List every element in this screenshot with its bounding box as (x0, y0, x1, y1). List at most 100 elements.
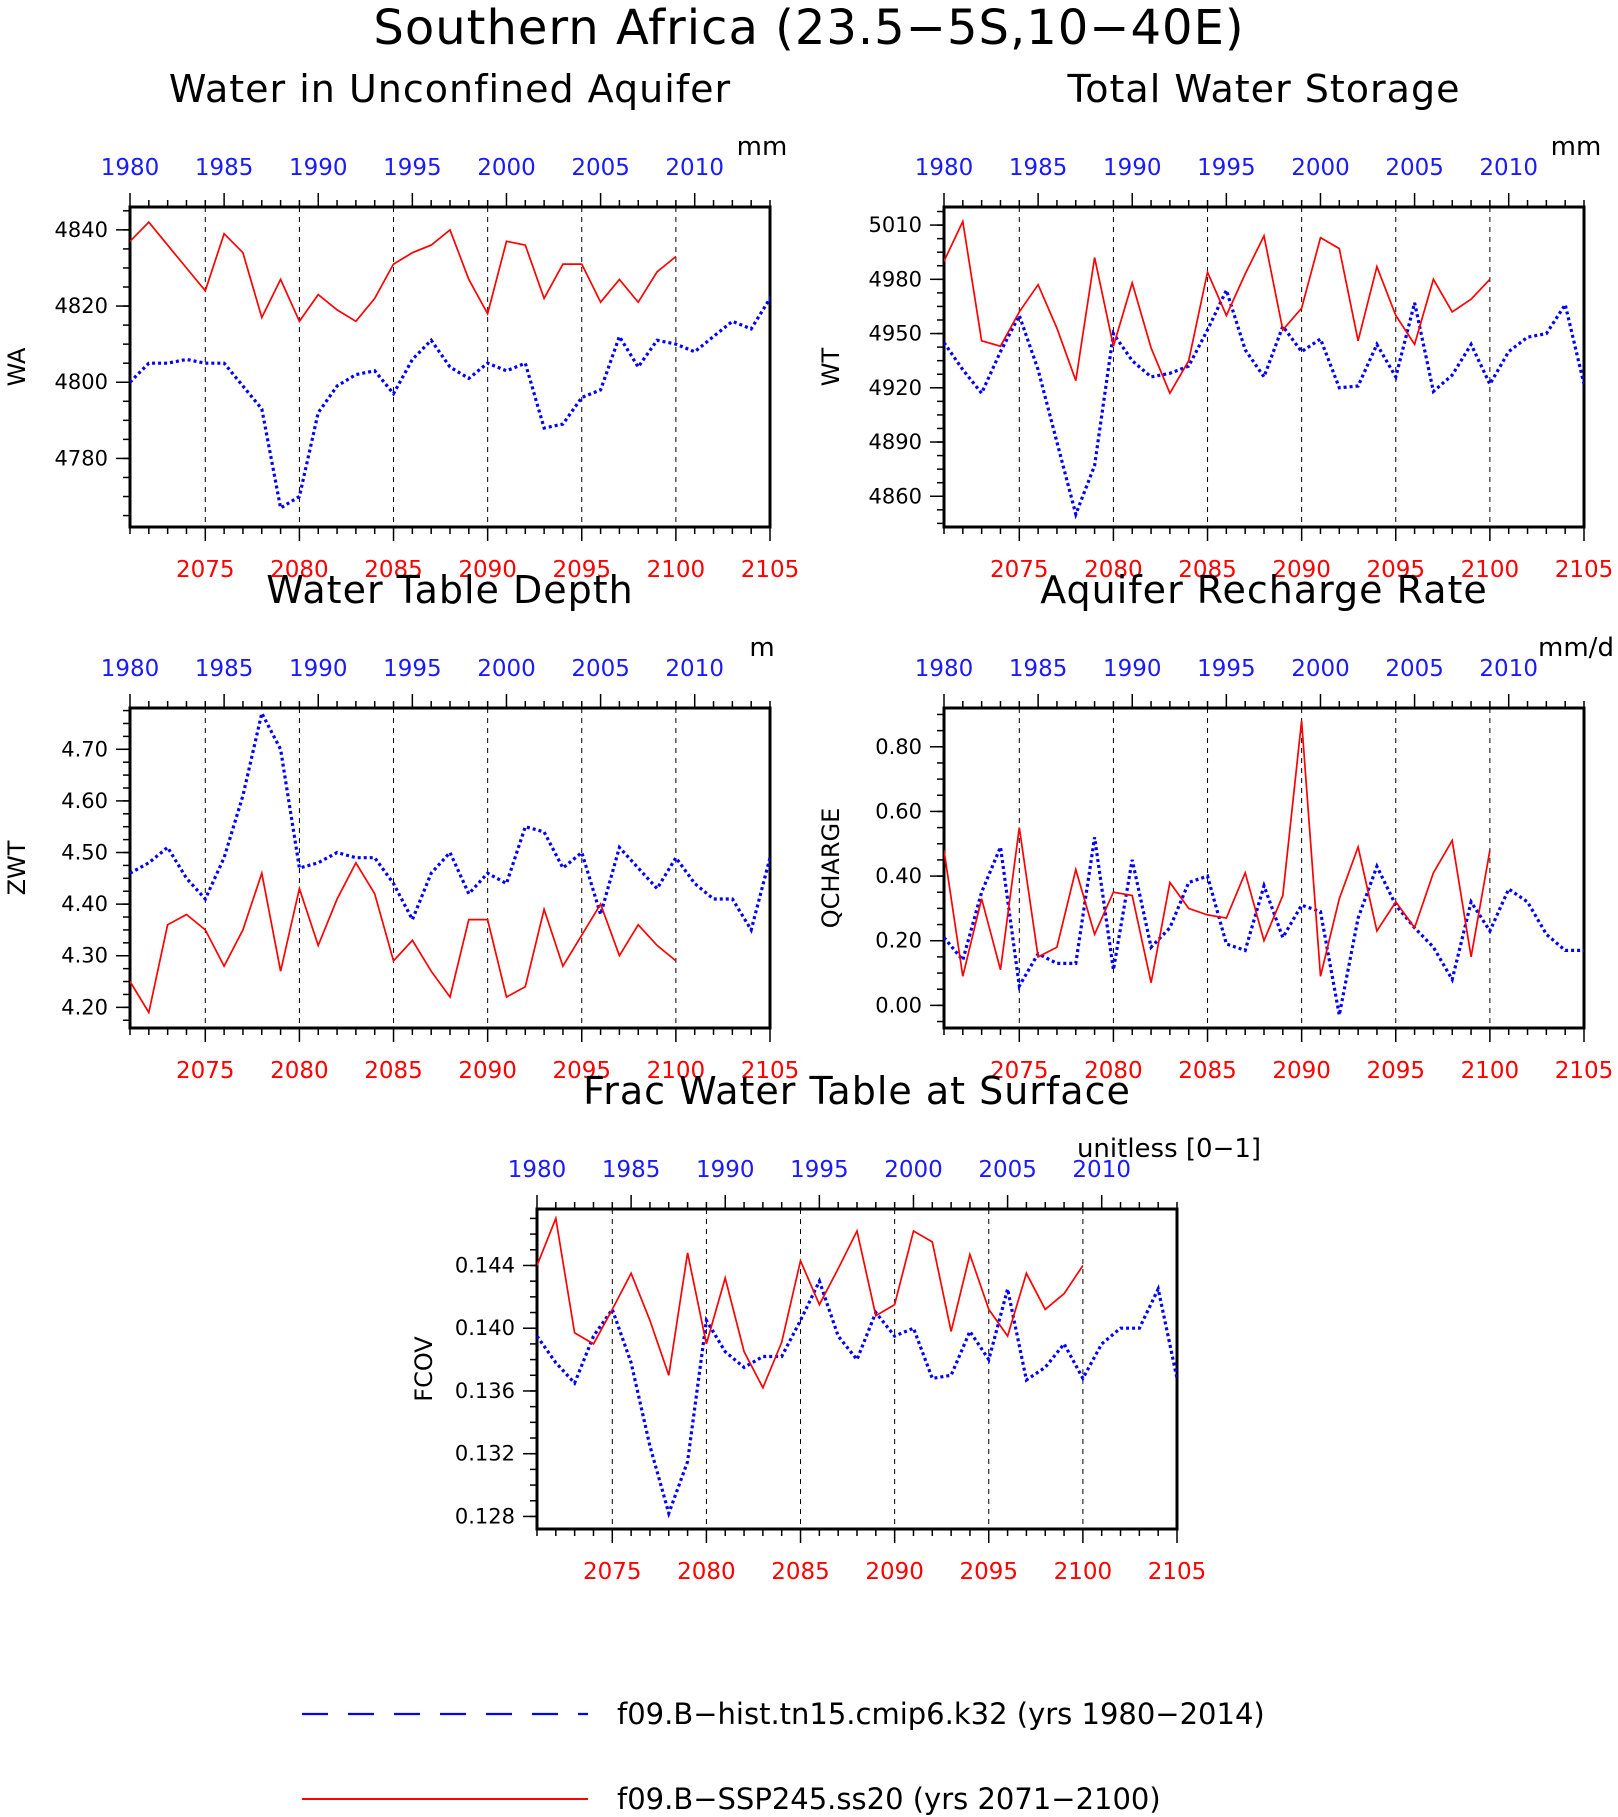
x-tick-label-bottom: 2085 (364, 557, 423, 583)
x-tick-label-bottom: 2105 (741, 557, 800, 583)
panel-title: Frac Water Table at Surface (583, 1069, 1131, 1113)
x-tick-label-bottom: 2100 (1054, 1559, 1113, 1585)
units-label: mm/d (1538, 633, 1614, 663)
series-ssp-line (130, 220, 677, 324)
x-tick-label-bottom: 2075 (583, 1559, 642, 1585)
y-tick-label: 4920 (869, 376, 922, 400)
x-tick-label-top: 1985 (1009, 656, 1068, 682)
x-tick-label-top: 1985 (195, 656, 254, 682)
x-tick-label-top: 1990 (289, 656, 348, 682)
y-tick-label: 0.128 (455, 1504, 515, 1528)
series-hist-line (130, 708, 770, 934)
y-tick-label: 4800 (55, 370, 108, 394)
legend-ssp-label: f09.B−SSP245.ss20 (yrs 2071−2100) (617, 1782, 1161, 1816)
x-tick-label-top: 2000 (1291, 155, 1350, 181)
x-tick-label-bottom: 2090 (458, 1058, 517, 1084)
x-tick-label-top: 1980 (508, 1157, 567, 1183)
y-tick-label: 4.50 (61, 841, 108, 865)
x-tick-label-bottom: 2100 (1461, 1058, 1520, 1084)
series-hist-line (130, 295, 770, 511)
y-tick-label: 0.136 (455, 1379, 515, 1403)
x-tick-label-top: 1990 (289, 155, 348, 181)
x-tick-label-top: 2010 (665, 155, 724, 181)
panel-5: Frac Water Table at Surface unitless [0−1… (410, 1069, 1261, 1585)
y-tick-label: 4840 (55, 218, 108, 242)
x-tick-label-bottom: 2095 (552, 557, 611, 583)
series-hist-line (944, 837, 1584, 1016)
series-ssp-line (130, 861, 677, 1015)
x-tick-label-top: 2000 (1291, 656, 1350, 682)
x-tick-label-bottom: 2085 (1178, 1058, 1237, 1084)
x-tick-label-top: 1995 (383, 155, 442, 181)
x-tick-label-bottom: 2080 (270, 557, 329, 583)
x-tick-label-top: 2000 (477, 656, 536, 682)
y-tick-label: 4890 (869, 430, 922, 454)
x-tick-label-bottom: 2090 (865, 1559, 924, 1585)
legend-hist-label: f09.B−hist.tn15.cmip6.k32 (yrs 1980−2014… (617, 1697, 1265, 1731)
x-tick-label-bottom: 2090 (1272, 557, 1331, 583)
y-tick-label: 4.70 (61, 737, 108, 761)
x-tick-label-bottom: 2080 (677, 1559, 736, 1585)
x-tick-label-top: 2000 (884, 1157, 943, 1183)
y-tick-label: 0.144 (455, 1253, 515, 1277)
units-label: mm (1551, 132, 1602, 162)
y-tick-label: 4860 (869, 484, 922, 508)
x-tick-label-bottom: 2075 (176, 1058, 235, 1084)
series-ssp-line (537, 1215, 1084, 1390)
x-tick-label-bottom: 2105 (1555, 1058, 1614, 1084)
series-hist-line (537, 1276, 1177, 1519)
y-axis-label: ZWT (3, 840, 31, 895)
units-label: mm (737, 132, 788, 162)
y-tick-label: 4820 (55, 294, 108, 318)
panel-title: Total Water Storage (1067, 67, 1461, 111)
y-tick-label: 0.00 (875, 993, 922, 1017)
y-axis-label: WT (817, 347, 845, 386)
x-tick-label-top: 2005 (1385, 155, 1444, 181)
x-tick-label-bottom: 2095 (552, 1058, 611, 1084)
x-tick-label-bottom: 2095 (1366, 1058, 1425, 1084)
x-tick-label-top: 1985 (602, 1157, 661, 1183)
panel-title: Aquifer Recharge Rate (1040, 568, 1488, 612)
x-tick-label-top: 1990 (696, 1157, 755, 1183)
y-tick-label: 4.40 (61, 892, 108, 916)
x-tick-label-top: 2010 (1072, 1157, 1131, 1183)
legend: f09.B−hist.tn15.cmip6.k32 (yrs 1980−2014… (302, 1697, 1265, 1816)
y-tick-label: 4.30 (61, 944, 108, 968)
x-tick-label-top: 2005 (978, 1157, 1037, 1183)
y-tick-label: 0.60 (875, 799, 922, 823)
x-tick-label-bottom: 2105 (1148, 1559, 1207, 1585)
y-tick-label: 4980 (869, 267, 922, 291)
x-tick-label-bottom: 2085 (1178, 557, 1237, 583)
x-tick-label-bottom: 2075 (990, 557, 1049, 583)
x-tick-label-bottom: 2095 (959, 1559, 1018, 1585)
series-ssp-line (944, 218, 1491, 396)
x-tick-label-bottom: 2080 (270, 1058, 329, 1084)
x-tick-label-bottom: 2085 (771, 1559, 830, 1585)
x-tick-label-top: 1985 (195, 155, 254, 181)
x-tick-label-top: 1995 (1197, 656, 1256, 682)
x-tick-label-top: 2005 (571, 656, 630, 682)
x-tick-label-top: 2000 (477, 155, 536, 181)
x-tick-label-bottom: 2100 (647, 557, 706, 583)
x-tick-label-bottom: 2075 (176, 557, 235, 583)
x-tick-label-top: 1985 (1009, 155, 1068, 181)
series-ssp-line (944, 720, 1491, 983)
x-tick-label-top: 1980 (915, 155, 974, 181)
x-tick-label-top: 2010 (665, 656, 724, 682)
y-tick-label: 4950 (869, 322, 922, 346)
x-tick-label-top: 1980 (915, 656, 974, 682)
x-tick-label-bottom: 2080 (1084, 557, 1143, 583)
y-tick-label: 0.40 (875, 864, 922, 888)
x-tick-label-top: 1995 (790, 1157, 849, 1183)
y-tick-label: 0.20 (875, 929, 922, 953)
units-label: m (749, 633, 774, 663)
y-tick-label: 4780 (55, 446, 108, 470)
panel-3: Water Table Depth m ZWT 2075 2080 2085 2090 209… (3, 568, 799, 1084)
x-tick-label-top: 1980 (101, 155, 160, 181)
y-tick-label: 4.60 (61, 789, 108, 813)
main-title: Southern Africa (23.5−5S,10−40E) (373, 0, 1244, 56)
y-tick-label: 0.80 (875, 735, 922, 759)
y-tick-label: 0.140 (455, 1316, 515, 1340)
